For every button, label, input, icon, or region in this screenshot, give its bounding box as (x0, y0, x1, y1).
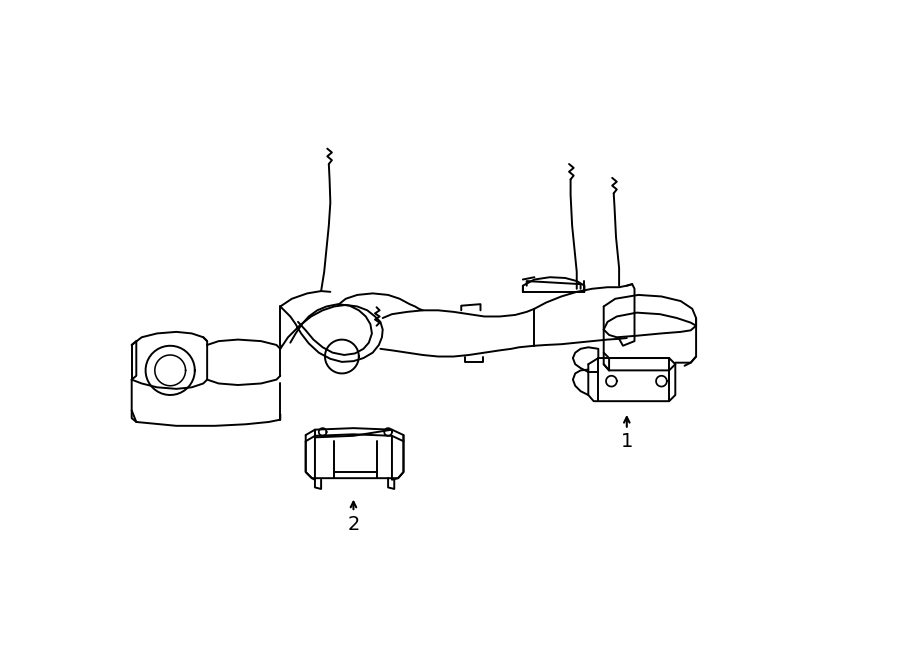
Text: 2: 2 (347, 515, 360, 534)
Text: 1: 1 (621, 432, 633, 451)
